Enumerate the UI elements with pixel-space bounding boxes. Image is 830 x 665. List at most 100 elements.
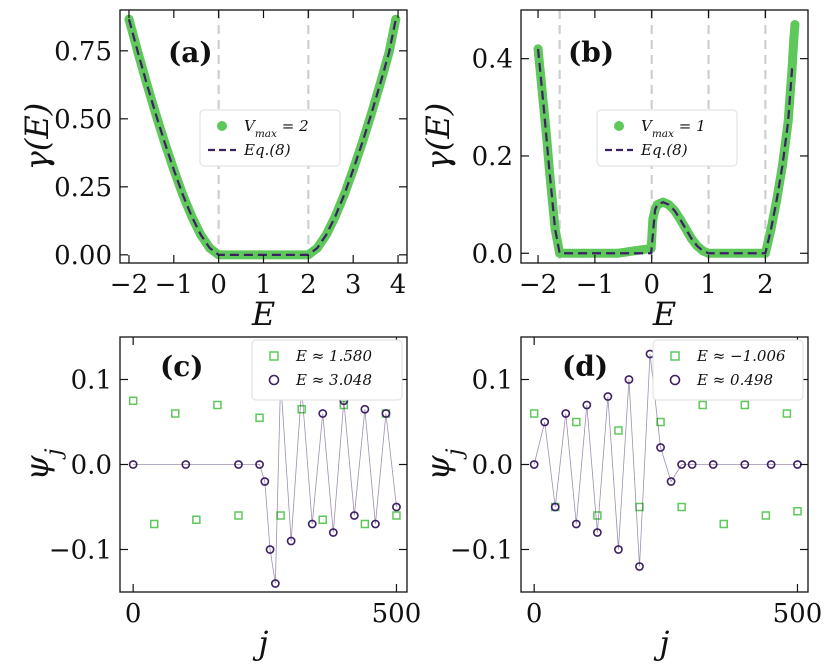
legend-label: Eq.(8) xyxy=(243,141,291,159)
data-point xyxy=(698,400,707,410)
data-point xyxy=(555,248,565,258)
y-tick-label: 0.00 xyxy=(54,241,112,271)
legend-label: E ≈ 0.498 xyxy=(696,371,773,389)
data-point xyxy=(656,417,665,427)
x-tick-label: 0 xyxy=(526,599,543,629)
data-point xyxy=(790,20,800,30)
data-point xyxy=(142,79,152,89)
data-point xyxy=(255,413,264,422)
x-tick-label: 1 xyxy=(255,270,272,300)
data-point xyxy=(613,248,623,258)
legend-box xyxy=(199,109,341,167)
legend-label: E ≈ 1.580 xyxy=(295,347,372,365)
y-tick-label: 0.25 xyxy=(54,173,112,203)
data-point xyxy=(708,460,718,469)
data-point xyxy=(782,409,792,418)
data-point xyxy=(171,409,180,418)
data-point xyxy=(234,460,243,469)
data-point xyxy=(789,34,799,44)
data-point xyxy=(677,460,687,469)
x-tick-label: 4 xyxy=(390,270,407,300)
data-point xyxy=(181,460,191,469)
legend-marker xyxy=(669,374,681,386)
x-tick-label: 1 xyxy=(700,270,717,300)
data-point xyxy=(603,392,613,401)
data-point xyxy=(392,502,401,512)
y-axis-label: ψj xyxy=(419,448,468,480)
plot-area xyxy=(124,10,401,263)
legend-label: Vmax = 2 xyxy=(244,117,309,140)
data-point xyxy=(265,545,275,554)
plot-area xyxy=(533,10,800,263)
data-point xyxy=(719,519,728,529)
y-tick-label: 0.1 xyxy=(71,366,112,396)
legend-marker xyxy=(268,374,280,386)
legend-box xyxy=(596,109,738,167)
x-tick-label: −1 xyxy=(576,270,614,300)
x-tick-label: 500 xyxy=(773,599,823,629)
x-tick-label: −2 xyxy=(519,270,557,300)
plot-area xyxy=(529,349,802,571)
data-point xyxy=(740,400,750,410)
legend-label: E ≈ −1.006 xyxy=(696,347,786,365)
y-tick-label: 0.0 xyxy=(472,451,513,481)
data-point xyxy=(236,250,246,260)
panel-d: 0 500 −0.1 0.0 0.1 j ψj (d) E ≈ −1.006 E ≈ 0.498 xyxy=(419,336,823,662)
data-point xyxy=(192,515,201,524)
plot-area xyxy=(128,375,401,588)
series-line xyxy=(536,48,794,255)
y-tick-label: 0.4 xyxy=(472,45,513,75)
legend-label: Eq.(8) xyxy=(640,141,688,159)
x-axis-label: j xyxy=(654,624,670,662)
data-point xyxy=(128,396,138,405)
data-point xyxy=(529,409,539,418)
x-tick-label: 500 xyxy=(372,599,422,629)
data-point xyxy=(740,460,750,469)
data-point xyxy=(614,426,623,435)
data-point xyxy=(675,214,685,224)
data-point xyxy=(213,400,222,410)
data-point xyxy=(766,460,776,469)
y-tick-label: −0.1 xyxy=(49,536,112,566)
x-axis-label: E xyxy=(652,295,676,333)
y-axis-label: γ(E) xyxy=(18,103,56,170)
data-point xyxy=(540,417,550,427)
axes-frame xyxy=(520,9,809,264)
data-point xyxy=(328,528,338,537)
x-tick-label: 2 xyxy=(757,270,774,300)
data-point xyxy=(681,224,691,234)
data-point xyxy=(572,417,581,427)
data-point xyxy=(550,224,560,234)
panel-b: −2 −1 0 1 2 0.0 0.2 0.4 Eγ(E) (b) Vmax = 1Eq.(8) xyxy=(419,9,809,333)
data-point xyxy=(561,409,571,418)
panel-a: −2 −1 0 1 2 3 4 0.00 0.25 0.50 0.75 Eγ(E) (a) Vmax = … xyxy=(18,9,408,333)
data-point xyxy=(550,502,560,512)
x-axis-label: E xyxy=(251,295,275,333)
legend-box xyxy=(251,339,403,401)
data-point xyxy=(339,190,349,200)
data-point xyxy=(582,400,592,410)
data-point xyxy=(614,545,623,554)
data-point xyxy=(187,211,197,221)
data-point xyxy=(547,195,557,205)
panel-label: (c) xyxy=(160,350,204,383)
legend-marker xyxy=(269,351,279,361)
legend-marker xyxy=(614,121,624,131)
data-point xyxy=(666,477,676,486)
data-point xyxy=(149,519,159,529)
data-point xyxy=(687,460,697,469)
x-tick-label: −1 xyxy=(155,270,193,300)
y-tick-label: 0.1 xyxy=(472,366,513,396)
data-point xyxy=(234,511,243,520)
data-point xyxy=(260,477,270,486)
data-point xyxy=(677,502,686,512)
data-point xyxy=(318,409,328,418)
data-point xyxy=(360,519,370,529)
data-point xyxy=(392,511,401,520)
data-point xyxy=(544,166,554,176)
data-point xyxy=(529,460,539,469)
legend-box xyxy=(652,339,804,401)
data-point xyxy=(255,460,264,469)
data-point xyxy=(318,515,327,524)
